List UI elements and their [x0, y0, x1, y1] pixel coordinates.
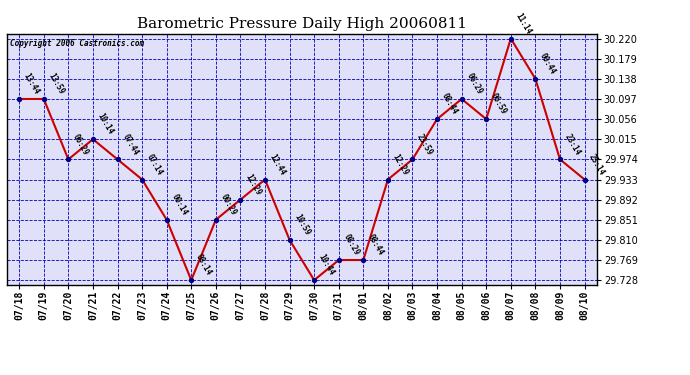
Text: 12:29: 12:29	[243, 172, 263, 197]
Point	[235, 196, 246, 202]
Text: 06:29: 06:29	[71, 132, 90, 157]
Text: 08:44: 08:44	[366, 233, 386, 257]
Point	[161, 217, 172, 223]
Text: 00:29: 00:29	[219, 192, 238, 217]
Text: 06:59: 06:59	[489, 92, 509, 116]
Point	[308, 277, 319, 283]
Point	[112, 156, 123, 162]
Point	[259, 177, 270, 183]
Text: 23:59: 23:59	[415, 132, 435, 157]
Point	[63, 156, 74, 162]
Point	[88, 136, 99, 142]
Text: 00:44: 00:44	[538, 51, 558, 76]
Point	[382, 177, 393, 183]
Point	[456, 96, 467, 102]
Point	[530, 76, 541, 82]
Point	[38, 96, 49, 102]
Point	[137, 177, 148, 183]
Text: 13:59: 13:59	[46, 72, 66, 96]
Point	[407, 156, 418, 162]
Text: 08:14: 08:14	[194, 253, 213, 278]
Point	[14, 96, 25, 102]
Text: 10:59: 10:59	[293, 213, 312, 237]
Text: 06:29: 06:29	[464, 72, 484, 96]
Point	[186, 277, 197, 283]
Text: 25:14: 25:14	[587, 152, 607, 177]
Point	[579, 177, 590, 183]
Text: Copyright 2006 Castronics.com: Copyright 2006 Castronics.com	[10, 39, 144, 48]
Text: 12:44: 12:44	[268, 152, 287, 177]
Point	[481, 116, 492, 122]
Text: 10:44: 10:44	[317, 253, 336, 278]
Text: 08:44: 08:44	[440, 92, 460, 116]
Text: 07:44: 07:44	[120, 132, 139, 157]
Point	[358, 257, 369, 263]
Point	[555, 156, 566, 162]
Text: 11:14: 11:14	[513, 11, 533, 36]
Text: 07:14: 07:14	[145, 152, 164, 177]
Point	[431, 116, 442, 122]
Text: 13:44: 13:44	[22, 72, 41, 96]
Text: 10:14: 10:14	[96, 112, 115, 136]
Point	[284, 237, 295, 243]
Point	[333, 257, 344, 263]
Text: 23:14: 23:14	[563, 132, 582, 157]
Text: 00:14: 00:14	[170, 192, 189, 217]
Text: 08:29: 08:29	[342, 233, 361, 257]
Title: Barometric Pressure Daily High 20060811: Barometric Pressure Daily High 20060811	[137, 17, 467, 31]
Text: 12:29: 12:29	[391, 152, 410, 177]
Point	[505, 36, 516, 42]
Point	[210, 217, 221, 223]
